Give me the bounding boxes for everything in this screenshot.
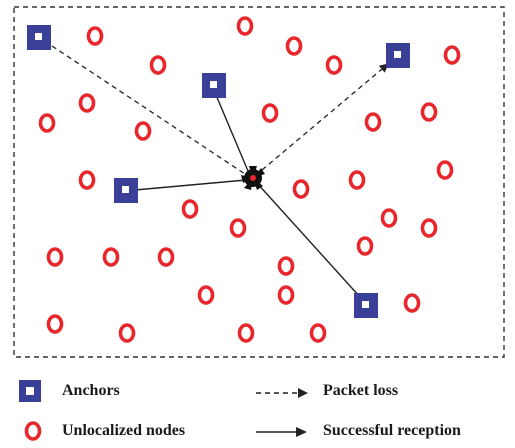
link-anchor-5 xyxy=(255,181,361,298)
legend-packet-loss-label: Packet loss xyxy=(323,382,399,399)
link-anchor-1 xyxy=(51,45,249,177)
unlocalized-node xyxy=(277,285,295,305)
links-layer xyxy=(51,45,389,298)
unlocalized-node xyxy=(285,36,303,56)
unlocalized-node xyxy=(436,160,454,180)
unlocalized-node xyxy=(364,112,382,132)
unlocalized-node xyxy=(78,170,96,190)
link-anchor-2 xyxy=(215,94,249,172)
unlocalized-node xyxy=(356,236,374,256)
unlocalized-node xyxy=(197,285,215,305)
legend-unlocalized-label: Unlocalized nodes xyxy=(62,422,186,439)
unlocalized-node xyxy=(46,247,64,267)
anchor-3 xyxy=(386,43,410,68)
legend-unlocalized-icon xyxy=(24,421,42,441)
unlocalized-node xyxy=(309,323,327,343)
legend-packet-loss-arrowhead xyxy=(298,388,308,398)
legend-anchors-label: Anchors xyxy=(62,382,120,399)
unlocalized-node xyxy=(86,26,104,46)
unlocalized-node xyxy=(380,208,398,228)
unlocalized-node xyxy=(134,121,152,141)
unlocalized-node xyxy=(38,113,56,133)
unlocalized-node xyxy=(277,256,295,276)
link-anchor-3 xyxy=(261,63,389,171)
unlocalized-nodes xyxy=(38,16,461,343)
unlocalized-node xyxy=(157,247,175,267)
unlocalized-node xyxy=(420,102,438,122)
legend-success-label: Successful reception xyxy=(323,422,461,439)
unlocalized-node xyxy=(46,314,64,334)
legend-anchor-icon xyxy=(19,380,41,402)
unlocalized-node xyxy=(348,170,366,190)
unlocalized-node xyxy=(181,199,199,219)
unlocalized-node xyxy=(118,323,136,343)
legend-success-arrowhead xyxy=(296,427,307,437)
anchor-1 xyxy=(27,25,51,50)
unlocalized-node xyxy=(237,323,255,343)
link-anchor-4 xyxy=(134,179,247,191)
unlocalized-node xyxy=(236,16,254,36)
unlocalized-node xyxy=(229,218,247,238)
unlocalized-node xyxy=(149,55,167,75)
anchors xyxy=(27,25,410,318)
unlocalized-node xyxy=(261,103,279,123)
anchor-2 xyxy=(202,73,226,98)
legend xyxy=(19,380,308,441)
unlocalized-node xyxy=(292,179,310,199)
target-node xyxy=(241,166,265,190)
deployment-area-border xyxy=(13,6,505,358)
unlocalized-node xyxy=(78,93,96,113)
anchor-5 xyxy=(354,293,378,318)
anchor-4 xyxy=(114,178,138,203)
unlocalized-node xyxy=(420,218,438,238)
unlocalized-node xyxy=(102,247,120,267)
unlocalized-node xyxy=(443,45,461,65)
unlocalized-node xyxy=(403,293,421,313)
unlocalized-node xyxy=(325,55,343,75)
